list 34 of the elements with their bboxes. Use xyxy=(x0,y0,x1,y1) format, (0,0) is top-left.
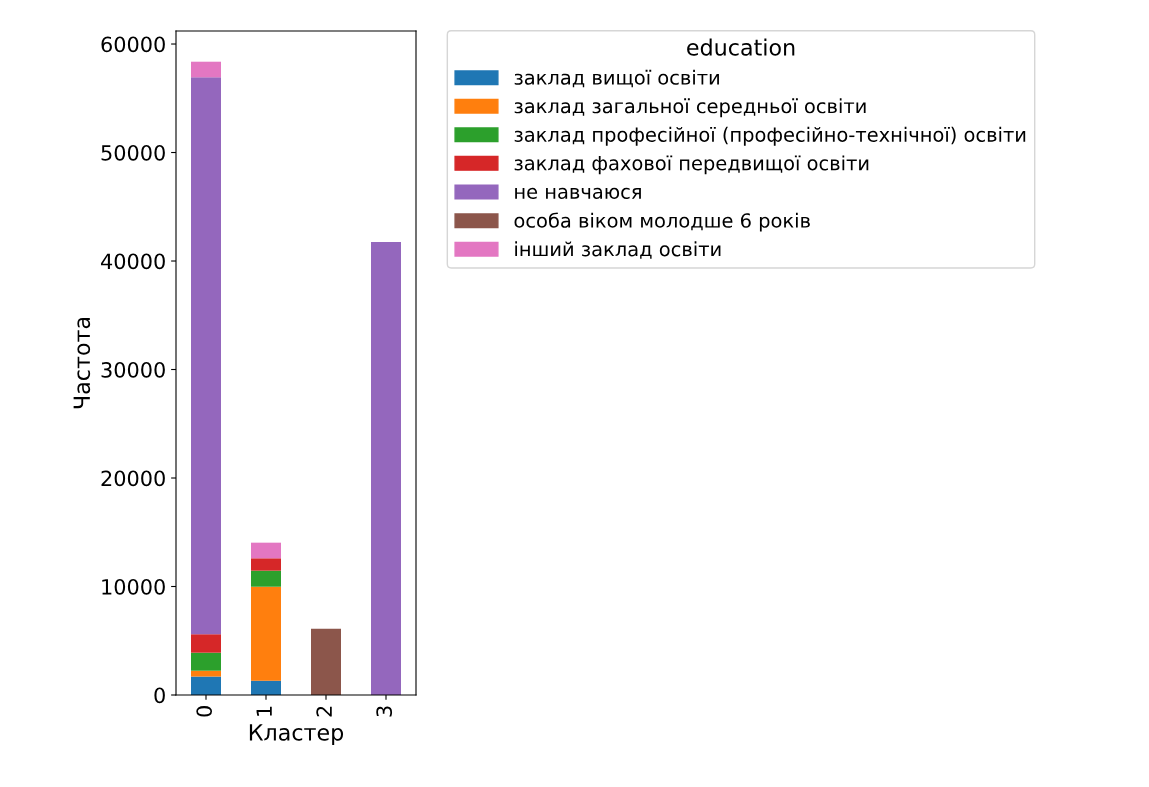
legend-label: особа віком молодше 6 років xyxy=(514,212,810,232)
legend-title: education xyxy=(687,38,795,56)
bar xyxy=(191,61,221,78)
y-tick-label: 10000 xyxy=(102,578,165,595)
legend-label: заклад професійної (професійно-технічної) освіти xyxy=(514,126,1026,146)
bar xyxy=(251,680,281,695)
legend-label: заклад фахової передвищої освіти xyxy=(514,155,869,175)
bar xyxy=(371,242,401,695)
legend-label: заклад загальної середньої освіти xyxy=(514,98,866,118)
y-tick-label: 50000 xyxy=(101,144,165,161)
bar xyxy=(191,77,221,635)
y-tick-label: 60000 xyxy=(101,36,165,53)
bar xyxy=(251,542,281,559)
x-tick-label: 0 xyxy=(196,706,213,717)
bar xyxy=(191,634,221,653)
legend-label: інший заклад освіти xyxy=(515,241,721,259)
bar xyxy=(251,586,281,681)
bar xyxy=(251,558,281,571)
legend-label: не навчаюся xyxy=(515,187,641,199)
bar xyxy=(191,652,221,671)
y-axis-title: Частота xyxy=(73,317,91,409)
x-tick-label: 1 xyxy=(256,706,272,716)
x-axis-title: Кластер xyxy=(249,724,344,746)
bar xyxy=(251,570,281,587)
y-tick-label: 40000 xyxy=(101,253,165,270)
y-tick-label: 30000 xyxy=(101,361,165,378)
bar xyxy=(191,676,221,695)
y-tick-label: 20000 xyxy=(101,470,165,487)
x-tick-label: 3 xyxy=(376,706,393,717)
bar xyxy=(311,628,341,695)
y-tick-label: 0 xyxy=(154,687,165,704)
bar xyxy=(191,670,221,677)
x-tick-label: 2 xyxy=(316,706,332,717)
legend-label: заклад вищої освіти xyxy=(514,69,719,88)
